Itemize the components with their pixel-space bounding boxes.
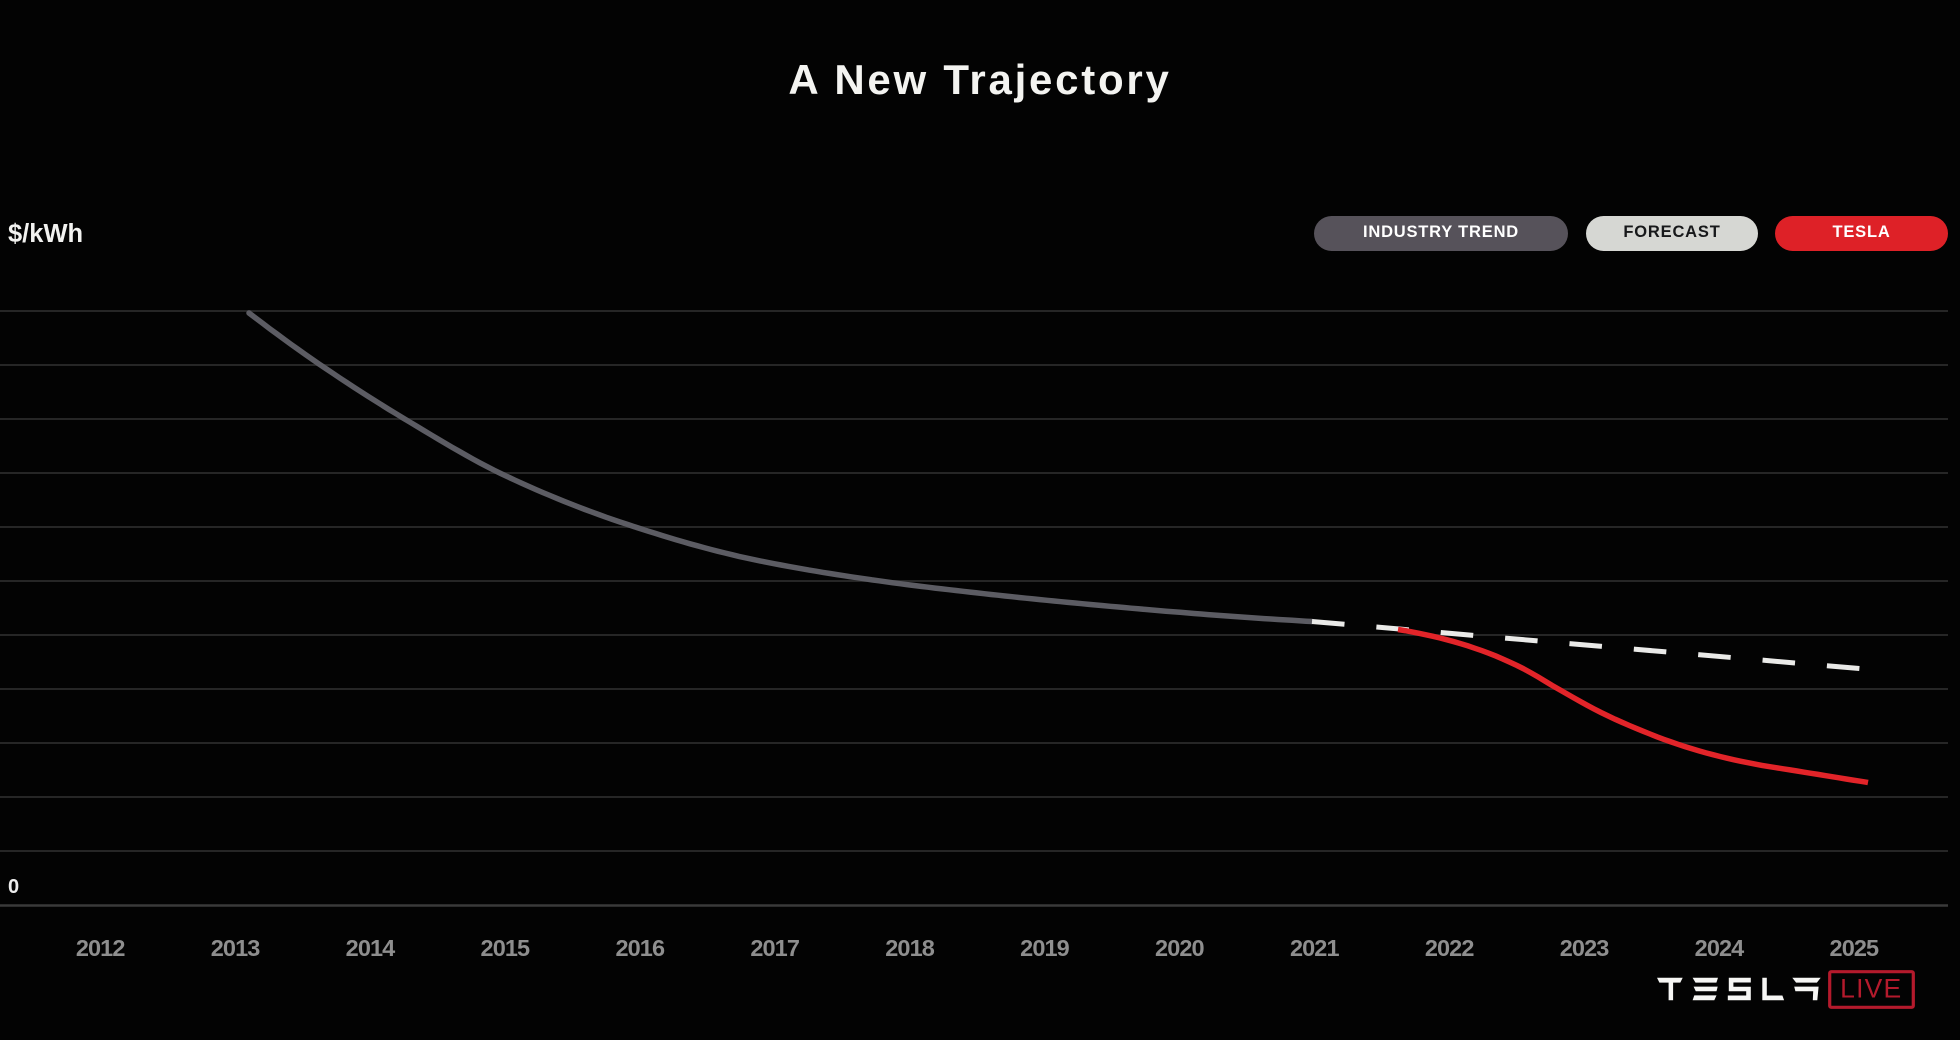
svg-text:LIVE: LIVE	[1840, 973, 1902, 1003]
